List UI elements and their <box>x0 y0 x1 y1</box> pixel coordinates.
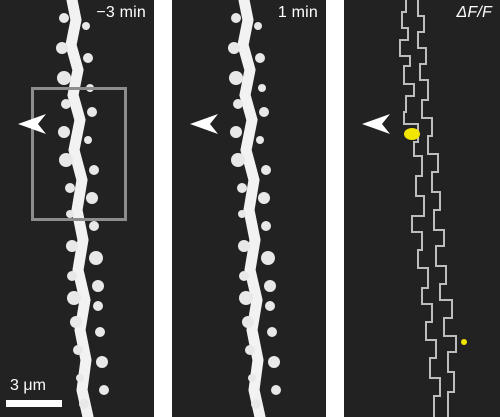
dendritic-spine <box>239 271 249 281</box>
dendritic-spine <box>238 210 246 218</box>
dendrite-outline <box>399 0 467 417</box>
dendritic-spine <box>271 385 281 395</box>
dendritic-spine <box>84 136 92 144</box>
dendritic-spine <box>65 183 75 193</box>
dendritic-spine <box>261 165 271 175</box>
dendritic-spine <box>267 327 277 337</box>
dendritic-spine <box>245 345 255 355</box>
dendritic-spine <box>82 22 90 30</box>
roi-box <box>31 87 127 221</box>
dendritic-spine <box>70 316 82 328</box>
dendritic-spine <box>228 42 240 54</box>
dendritic-spine <box>59 13 69 23</box>
scale-bar-label: 3 μm <box>10 377 46 394</box>
dendritic-spine <box>61 99 71 109</box>
dendritic-spine <box>92 280 104 292</box>
dendritic-spine <box>73 345 83 355</box>
dendritic-spine <box>265 301 275 311</box>
panel-delta-f-over-f: ΔF/F <box>344 0 500 417</box>
dendritic-spine <box>261 251 275 265</box>
dendritic-spine <box>259 107 269 117</box>
dendrite-image-2 <box>228 0 281 417</box>
dendritic-spine <box>86 192 98 204</box>
dendritic-spine <box>87 107 97 117</box>
dendritic-spine <box>229 71 243 85</box>
arrowhead-icon <box>190 114 218 134</box>
dendritic-spine <box>67 291 81 305</box>
dendritic-spine <box>258 84 266 92</box>
dendritic-spine <box>59 153 73 167</box>
arrowhead-icon <box>362 114 390 134</box>
dendritic-spine <box>258 192 270 204</box>
dendritic-spine <box>58 126 70 138</box>
dendritic-spine <box>79 399 89 409</box>
dendritic-spine <box>56 42 68 54</box>
dendritic-spine <box>89 251 103 265</box>
dendritic-spine <box>57 71 71 85</box>
dendritic-spine <box>67 271 77 281</box>
dendritic-spine <box>264 280 276 292</box>
panel-1-min: 1 min <box>172 0 326 417</box>
dendritic-spine <box>238 240 250 252</box>
dendritic-spine <box>83 53 93 63</box>
dendritic-spine <box>239 291 253 305</box>
scale-bar <box>6 400 62 407</box>
dendritic-spine <box>66 240 78 252</box>
dendritic-spine <box>256 136 264 144</box>
dendritic-spine <box>242 316 254 328</box>
dendritic-spine <box>99 385 109 395</box>
arrowhead-icon <box>18 114 46 134</box>
dendritic-spine <box>248 374 256 382</box>
dendritic-spine <box>96 356 108 368</box>
dendritic-spine <box>66 210 74 218</box>
dendritic-spine <box>261 221 271 231</box>
panel-minus-3-min: −3 min 3 μm <box>0 0 154 417</box>
timepoint-label: −3 min <box>96 4 146 21</box>
dendrite-image-1 <box>56 0 109 417</box>
delta-f-over-f-label: ΔF/F <box>456 4 492 21</box>
dendritic-spine <box>255 53 265 63</box>
dendritic-spine <box>76 374 84 382</box>
dendritic-spine <box>233 99 243 109</box>
dendritic-spine <box>95 327 105 337</box>
dendritic-spine <box>231 153 245 167</box>
dendritic-spine <box>254 22 262 30</box>
dendritic-spine <box>230 126 242 138</box>
dendritic-spine <box>93 301 103 311</box>
dendritic-spine <box>89 165 99 175</box>
dendritic-spine <box>231 13 241 23</box>
timepoint-label: 1 min <box>277 4 318 21</box>
dendritic-spine <box>237 183 247 193</box>
dendritic-spine <box>268 356 280 368</box>
dendritic-spine <box>251 399 261 409</box>
dendritic-spine <box>89 221 99 231</box>
